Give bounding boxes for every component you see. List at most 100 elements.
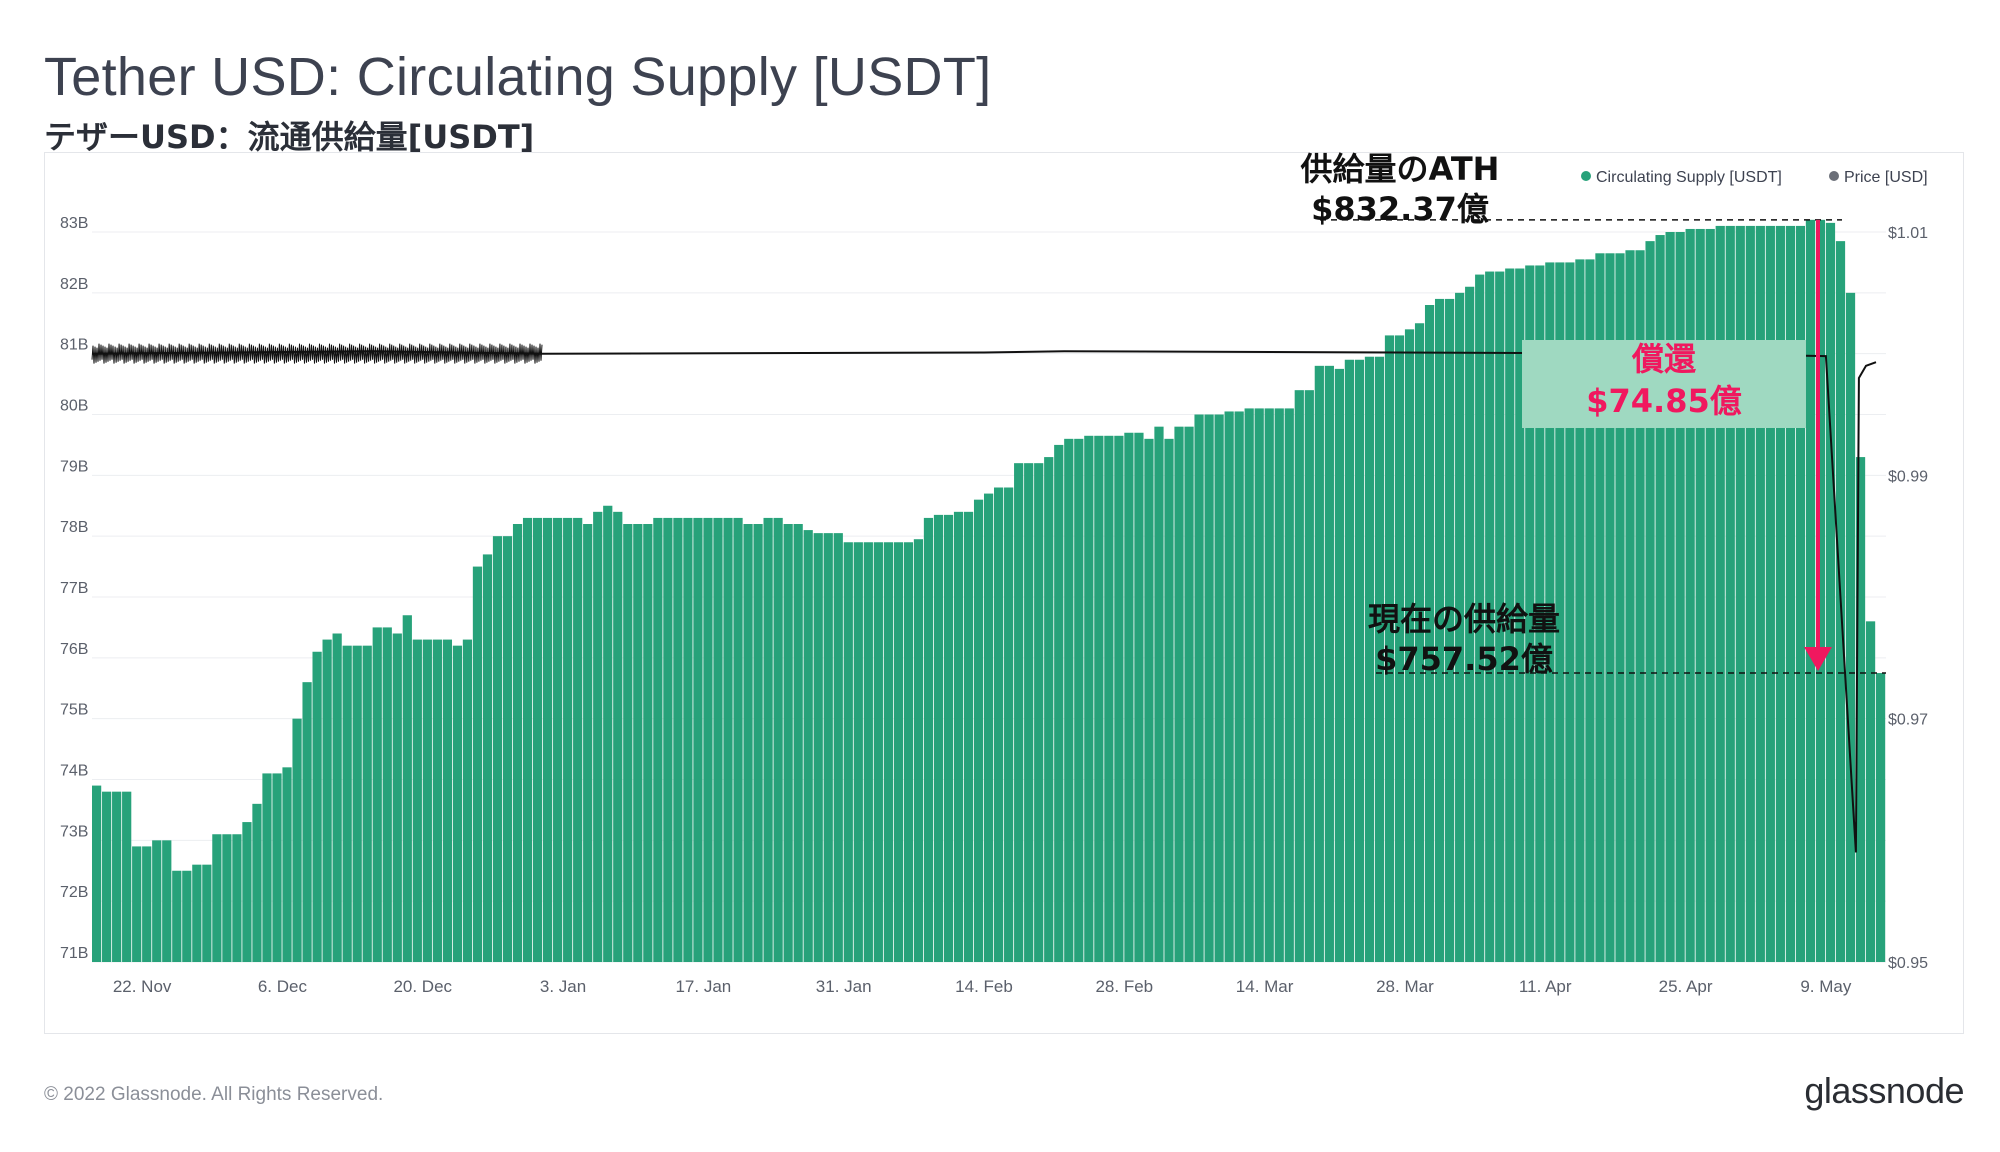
supply-bar — [1194, 414, 1204, 962]
y-right-tick-label: $0.99 — [1888, 468, 1928, 485]
supply-bar — [1575, 259, 1585, 962]
legend-label-supply: Circulating Supply [USDT] — [1596, 169, 1782, 186]
supply-bar — [1735, 225, 1745, 962]
supply-bar — [613, 511, 623, 962]
supply-bar — [1094, 435, 1104, 963]
y-left-tick-label: 77B — [60, 580, 88, 597]
supply-bar — [1004, 487, 1014, 962]
ath-label: 供給量のATH — [1301, 150, 1500, 188]
supply-bar — [192, 864, 202, 962]
supply-bar — [1184, 426, 1194, 963]
supply-bar — [783, 524, 793, 962]
x-tick-label: 28. Mar — [1376, 977, 1434, 996]
supply-bar — [1665, 232, 1675, 962]
supply-bar — [1615, 253, 1625, 962]
x-tick-label: 11. Apr — [1519, 977, 1572, 996]
supply-bar — [863, 542, 873, 962]
supply-bar — [743, 524, 753, 962]
legend-dot-price — [1829, 171, 1839, 181]
x-tick-label: 3. Jan — [540, 977, 586, 996]
supply-bar — [773, 517, 783, 962]
supply-bar — [502, 536, 513, 962]
supply-bar — [1875, 673, 1886, 962]
supply-bar — [1374, 356, 1385, 962]
supply-bar — [994, 487, 1004, 962]
supply-bar — [933, 514, 944, 962]
supply-bar — [1404, 329, 1415, 962]
supply-bar — [1414, 323, 1425, 962]
supply-bar — [322, 639, 332, 962]
supply-bar — [482, 554, 493, 962]
supply-bar — [763, 517, 773, 962]
supply-bar — [1585, 259, 1595, 962]
supply-bar — [392, 633, 402, 962]
supply-bar — [102, 791, 112, 962]
supply-bar — [92, 785, 102, 962]
supply-bar — [1314, 365, 1324, 962]
supply-bar — [1154, 426, 1164, 963]
x-tick-label: 14. Mar — [1236, 977, 1294, 996]
y-left-tick-label: 74B — [60, 763, 88, 780]
supply-bar — [1455, 292, 1465, 962]
redemption-value: $74.85億 — [1586, 382, 1742, 420]
supply-bar — [1244, 408, 1254, 963]
supply-bar — [1364, 356, 1375, 962]
supply-bar — [953, 511, 964, 962]
supply-bar — [222, 834, 232, 962]
supply-bar — [1555, 262, 1565, 963]
supply-bar — [1394, 335, 1405, 963]
supply-bar — [152, 840, 162, 962]
y-right-tick-label: $1.01 — [1888, 225, 1928, 242]
supply-bars — [92, 219, 1886, 963]
supply-bar — [402, 615, 412, 962]
current-value: $757.52億 — [1375, 640, 1553, 678]
supply-bar — [1134, 432, 1144, 962]
y-left-tick-label: 78B — [60, 519, 88, 536]
supply-bar — [1745, 225, 1755, 962]
supply-bar — [873, 542, 883, 962]
supply-bar — [1685, 228, 1695, 963]
supply-bar — [1445, 298, 1455, 963]
axes: 71B 72B 73B 74B 75B 76B 77B 78B 79B 80B 81B 82B 83B $… — [60, 215, 1928, 996]
supply-bar — [1825, 222, 1836, 962]
supply-bar — [352, 645, 362, 962]
supply-bar — [1515, 268, 1525, 962]
supply-bar — [1284, 408, 1294, 963]
supply-bar — [312, 651, 322, 962]
supply-bar — [1605, 253, 1615, 962]
x-tick-label: 14. Feb — [955, 977, 1013, 996]
chart-title: Tether USD: Circulating Supply [USDT] — [44, 47, 992, 107]
ath-value: $832.37億 — [1311, 190, 1489, 228]
supply-bar — [603, 505, 613, 962]
supply-bar — [1465, 286, 1475, 962]
y-left-tick-label: 81B — [60, 337, 88, 354]
supply-bar — [372, 627, 382, 962]
supply-bar — [1545, 262, 1555, 963]
legend-label-price: Price [USD] — [1844, 169, 1928, 186]
supply-bar — [522, 517, 533, 962]
supply-bar — [1104, 435, 1114, 963]
supply-bar — [653, 517, 663, 962]
supply-bar — [532, 517, 543, 962]
supply-bar — [362, 645, 372, 962]
supply-bar — [853, 542, 863, 962]
supply-bar — [1254, 408, 1264, 963]
supply-bar — [1775, 225, 1785, 962]
x-tick-label: 22. Nov — [113, 977, 172, 996]
supply-bar — [442, 639, 453, 962]
supply-bar — [182, 870, 192, 962]
copyright-text: © 2022 Glassnode. All Rights Reserved. — [44, 1084, 384, 1105]
y-left-tick-label: 76B — [60, 641, 88, 658]
y-left-tick-label: 79B — [60, 458, 88, 475]
supply-bar — [1675, 232, 1685, 962]
supply-bar — [813, 533, 823, 962]
supply-bar — [943, 514, 954, 962]
supply-bar — [1845, 292, 1856, 962]
supply-bar — [893, 542, 904, 962]
supply-bar — [462, 639, 473, 962]
supply-bar — [683, 517, 693, 962]
supply-bar — [1334, 368, 1344, 962]
supply-bar — [1795, 225, 1806, 962]
supply-bar — [983, 493, 994, 962]
supply-bar — [1264, 408, 1274, 963]
